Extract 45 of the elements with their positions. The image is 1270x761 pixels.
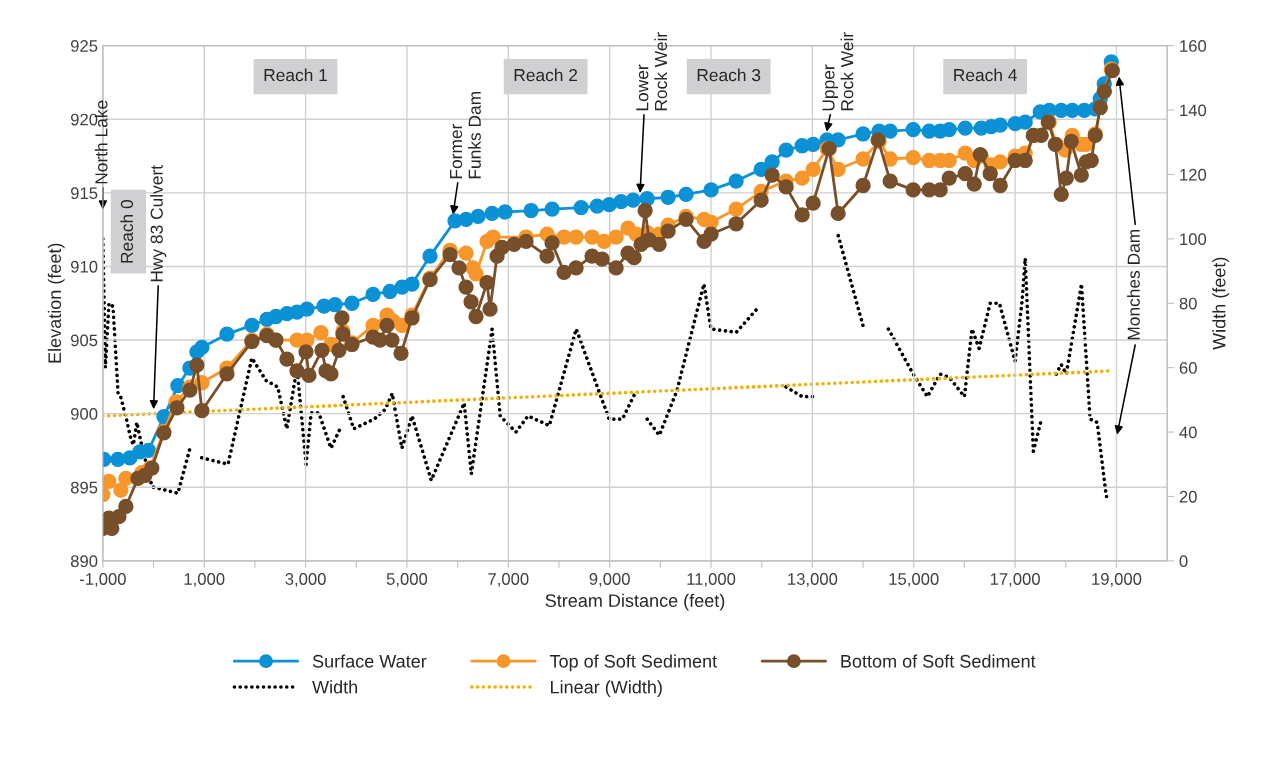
annotation: Lower Rock Weir — [636, 32, 668, 111]
y2-tick-label: 80 — [1179, 297, 1197, 310]
y2-axis-title: Width (feet) — [1212, 257, 1230, 350]
y2-tick-label: 60 — [1179, 362, 1197, 374]
y2-tick-label: 160 — [1180, 40, 1207, 52]
annotation: Reach 0 — [120, 199, 134, 263]
y2-tick-label: 40 — [1179, 426, 1197, 439]
annotation: Hwy 83 Culvert — [150, 165, 167, 282]
x-tick-label: 13,000 — [788, 573, 838, 587]
y-tick-label: 925 — [70, 40, 98, 52]
x-tick-label: 19,000 — [1092, 573, 1142, 587]
y-axis-title: Elevation (feet) — [47, 243, 65, 363]
legend-label: Width — [312, 680, 358, 694]
x-tick-label: 7,000 — [488, 573, 529, 587]
x-tick-label: 17,000 — [990, 573, 1040, 587]
x-tick-label: 15,000 — [889, 573, 939, 587]
y2-tick-label: 20 — [1179, 490, 1197, 503]
y-tick-label: 915 — [70, 187, 98, 200]
y-tick-label: 910 — [70, 260, 98, 273]
annotation: Reach 2 — [514, 68, 578, 82]
annotation: Reach 4 — [954, 68, 1017, 82]
annotation: Monches Dam — [1127, 229, 1140, 340]
x-tick-label: 1,000 — [184, 573, 225, 587]
x-tick-label: 9,000 — [589, 573, 630, 587]
y-tick-label: 900 — [70, 408, 98, 420]
y-tick-label: 905 — [70, 334, 98, 347]
x-tick-label: 3,000 — [285, 573, 326, 587]
annotation: Reach 3 — [697, 68, 761, 82]
x-axis-title: Stream Distance (feet) — [545, 593, 725, 611]
y2-tick-label: 140 — [1180, 104, 1207, 117]
x-tick-label: -1,000 — [79, 573, 126, 587]
y2-tick-label: 0 — [1179, 555, 1188, 568]
y2-tick-label: 120 — [1180, 168, 1207, 181]
legend-label: Linear (Width) — [551, 680, 662, 698]
y-tick-label: 890 — [70, 555, 98, 568]
y2-tick-label: 100 — [1180, 233, 1207, 246]
annotation: Former Funks Dam — [450, 92, 481, 179]
x-tick-label: 5,000 — [386, 573, 428, 587]
x-tick-label: 11,000 — [687, 573, 736, 587]
legend-label: Surface Water — [312, 654, 427, 668]
annotation: Reach 1 — [264, 68, 327, 82]
legend-label: Bottom of Soft Sediment — [841, 654, 1036, 668]
legend-label: Top of Soft Sediment — [549, 654, 718, 672]
annotation: Upper Rock Weir — [822, 32, 854, 111]
y-tick-label: 895 — [70, 481, 98, 494]
